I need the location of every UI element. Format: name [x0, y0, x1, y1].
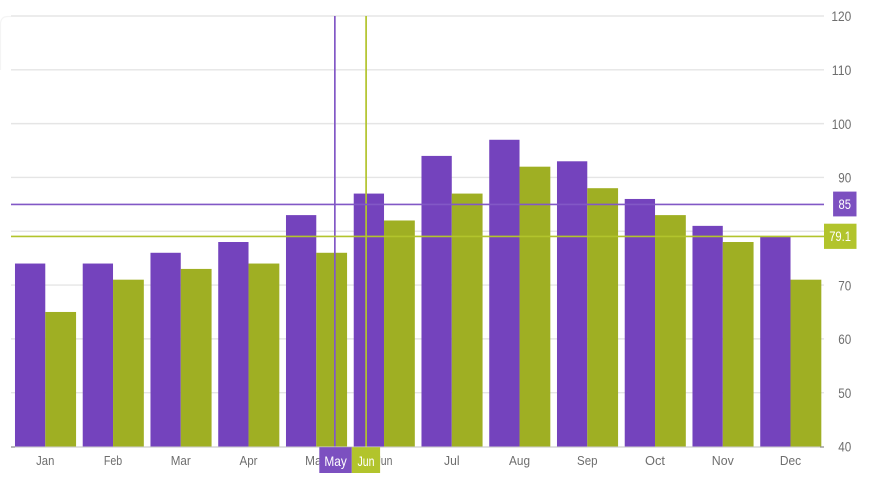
- svg-text:Dec: Dec: [780, 453, 802, 468]
- svg-text:Sep: Sep: [577, 453, 598, 468]
- svg-text:Nov: Nov: [712, 453, 735, 468]
- svg-text:50: 50: [838, 386, 851, 401]
- svg-text:Mar: Mar: [171, 453, 192, 468]
- svg-text:90: 90: [838, 171, 851, 186]
- svg-text:Feb: Feb: [104, 453, 122, 468]
- svg-text:110: 110: [832, 63, 852, 78]
- svg-text:Jun: Jun: [357, 453, 374, 469]
- svg-text:85: 85: [839, 197, 852, 212]
- svg-text:40: 40: [838, 440, 851, 455]
- svg-text:120: 120: [831, 9, 851, 24]
- svg-text:100: 100: [832, 117, 852, 132]
- svg-text:Jul: Jul: [444, 453, 460, 468]
- svg-text:Oct: Oct: [645, 453, 665, 468]
- svg-text:Apr: Apr: [240, 453, 259, 468]
- svg-text:Aug: Aug: [509, 453, 530, 468]
- svg-text:Jan: Jan: [36, 453, 54, 468]
- svg-text:60: 60: [838, 332, 851, 347]
- svg-text:May: May: [324, 453, 346, 469]
- svg-text:70: 70: [838, 278, 851, 293]
- svg-text:79.1: 79.1: [829, 229, 851, 244]
